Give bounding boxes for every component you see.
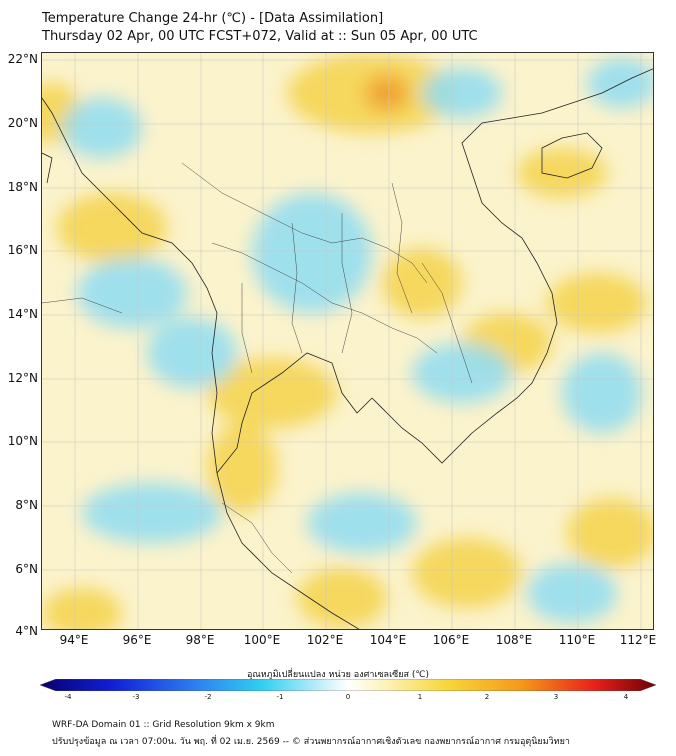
cool-anomaly-patch — [527, 563, 617, 623]
warm-anomaly-patch — [42, 588, 122, 629]
warm-anomaly-patch — [517, 148, 607, 198]
temperature-change-map — [42, 53, 653, 629]
lat-label-18n: 18°N — [7, 180, 38, 194]
lon-label-96e: 96°E — [122, 633, 152, 647]
warm-anomaly-patch — [567, 498, 653, 568]
warm-anomaly-patch — [297, 568, 387, 628]
warm-anomaly-patch — [207, 358, 337, 428]
cool-anomaly-patch — [82, 483, 222, 543]
lon-label-102e: 102°E — [306, 633, 344, 647]
cool-anomaly-patch — [77, 258, 187, 328]
lon-label-110e: 110°E — [558, 633, 596, 647]
lat-label-22n: 22°N — [7, 52, 38, 66]
lon-label-100e: 100°E — [243, 633, 281, 647]
lat-label-16n: 16°N — [7, 243, 38, 257]
graticule — [42, 53, 653, 629]
cool-anomaly-patch — [147, 318, 237, 388]
cool-anomaly-patch — [62, 98, 142, 158]
lon-label-112e: 112°E — [619, 633, 657, 647]
colorbar — [40, 679, 656, 691]
coastlines — [42, 68, 653, 629]
lon-label-108e: 108°E — [495, 633, 533, 647]
lon-label-98e: 98°E — [185, 633, 215, 647]
lon-label-94e: 94°E — [59, 633, 89, 647]
colorbar-tick: 4 — [623, 693, 629, 701]
strong-warm-anomaly-patch — [365, 75, 409, 111]
cool-anomaly-patch — [307, 493, 417, 553]
lat-label-20n: 20°N — [7, 116, 38, 130]
lat-label-6n: 6°N — [15, 562, 38, 576]
colorbar-tick: -1 — [276, 693, 284, 701]
cool-anomaly-patch — [562, 353, 642, 433]
colorbar-gradient — [40, 679, 656, 691]
cool-anomaly-patch — [412, 343, 512, 403]
colorbar-tick: -3 — [132, 693, 140, 701]
warm-anomaly-patch — [382, 248, 462, 318]
colorbar-tick: -2 — [204, 693, 212, 701]
warm-anomaly-patch — [207, 423, 277, 513]
colorbar-tick: 1 — [417, 693, 423, 701]
warm-anomaly-patch — [547, 273, 647, 333]
map-frame — [41, 52, 654, 630]
lon-label-104e: 104°E — [369, 633, 407, 647]
lat-label-12n: 12°N — [7, 371, 38, 385]
footer-credit: ปรับปรุงข้อมูล ณ เวลา 07:00น. วัน พฤ. ที… — [52, 737, 570, 747]
chart-title: Temperature Change 24-hr (℃) - [Data Ass… — [42, 11, 384, 26]
colorbar-title: อุณหภูมิเปลี่ยนแปลง หน่วย องศาเซลเซียส (… — [246, 670, 430, 680]
lat-label-4n: 4°N — [15, 624, 38, 638]
colorbar-tick: 2 — [484, 693, 490, 701]
lon-label-106e: 106°E — [432, 633, 470, 647]
cool-anomaly-patch — [252, 193, 372, 313]
lat-label-14n: 14°N — [7, 307, 38, 321]
chart-subtitle: Thursday 02 Apr, 00 UTC FCST+072, Valid … — [42, 29, 478, 44]
footer-model-info: WRF-DA Domain 01 :: Grid Resolution 9km … — [52, 720, 275, 730]
admin-borders — [42, 162, 473, 574]
colorbar-tick: 0 — [345, 693, 351, 701]
warm-anomaly-patch — [57, 193, 167, 263]
colorbar-tick: -4 — [64, 693, 72, 701]
lat-label-10n: 10°N — [7, 434, 38, 448]
cool-anomaly-patch — [422, 68, 502, 118]
cool-anomaly-patch — [587, 58, 653, 108]
warm-anomaly-patch — [412, 538, 522, 608]
colorbar-tick: 3 — [553, 693, 559, 701]
lat-label-8n: 8°N — [15, 498, 38, 512]
